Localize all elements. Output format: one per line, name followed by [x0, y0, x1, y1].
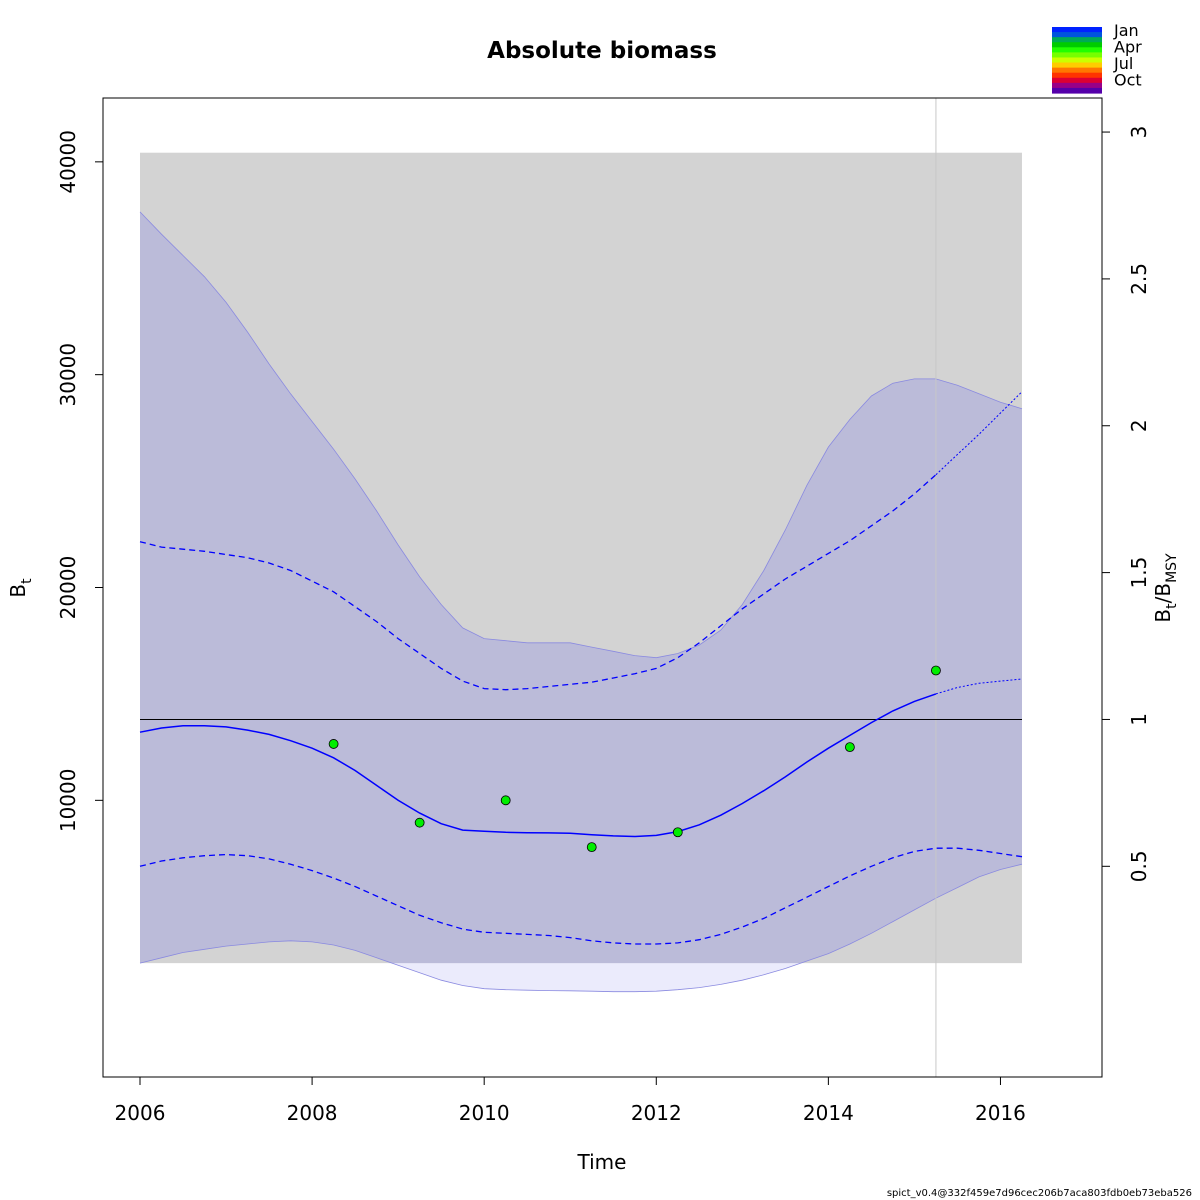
x-tick-label: 2016 — [975, 1101, 1026, 1125]
y-right-label-sub1: t — [1164, 603, 1180, 609]
y-right-label-sep: /B — [1151, 583, 1175, 603]
legend-color-swatch — [1052, 62, 1102, 69]
y-axis-label: Bt — [6, 578, 35, 598]
x-axis: 2006 2008 2010 2012 2014 2016 — [115, 1076, 1026, 1125]
observation-point — [328, 739, 339, 749]
observation-point — [672, 827, 683, 838]
legend-color-swatch — [1052, 32, 1102, 38]
legend-label: Jan — [1113, 21, 1139, 40]
observation-point — [931, 665, 941, 676]
y-tick-label: 10000 — [56, 769, 80, 833]
y-right-tick-label: 3 — [1127, 126, 1151, 139]
observation-point — [586, 842, 597, 853]
y-tick-label: 20000 — [56, 556, 80, 620]
x-tick-label: 2012 — [631, 1101, 682, 1125]
legend-label: Apr — [1114, 38, 1142, 57]
y-right-tick-label: 2 — [1127, 419, 1151, 432]
y-axis-label-main: B — [6, 584, 30, 598]
x-tick-label: 2006 — [115, 1101, 166, 1125]
observation-point — [844, 742, 855, 753]
y-tick-label: 40000 — [56, 130, 80, 194]
chart-title: Absolute biomass — [487, 38, 717, 64]
x-axis-label: Time — [577, 1150, 627, 1174]
svg-text:Bt: Bt — [6, 578, 35, 598]
legend-color-swatch — [1052, 27, 1102, 33]
x-tick-label: 2010 — [459, 1101, 510, 1125]
version-footer: spict_v0.4@332f459e7d96cec206b7aca803fdb… — [887, 1188, 1192, 1199]
y-right-tick-label: 1.5 — [1127, 557, 1151, 589]
legend-label: Jul — [1113, 54, 1133, 73]
legend-color-swatch — [1052, 87, 1102, 94]
y-tick-label: 30000 — [56, 343, 80, 407]
legend-color-swatch — [1052, 52, 1102, 59]
legend-label: Oct — [1114, 71, 1142, 90]
biomass-forecast-line — [935, 678, 1023, 695]
svg-text:Bt/BMSY: Bt/BMSY — [1151, 553, 1180, 623]
legend-color-swatch — [1052, 47, 1102, 53]
x-tick-label: 2008 — [287, 1101, 338, 1125]
legend-color-swatch — [1052, 72, 1102, 79]
y-right-label-main: B — [1151, 609, 1175, 623]
ci-lower-line — [139, 847, 1023, 945]
outer-upper-line — [139, 211, 1023, 659]
plot-area — [139, 98, 1023, 1077]
legend-color-swatch — [1052, 77, 1102, 84]
ci-upper-line — [139, 474, 937, 691]
x-tick-label: 2014 — [803, 1101, 854, 1125]
y-right-tick-label: 0.5 — [1127, 850, 1151, 882]
legend-color-swatch — [1052, 82, 1102, 89]
biomass-estimate-line — [139, 693, 937, 838]
y-axis: 10000 20000 30000 40000 — [56, 130, 103, 832]
ci-band — [140, 211, 1022, 964]
legend-color-swatch — [1052, 57, 1102, 64]
y-right-tick-label: 2.5 — [1127, 263, 1151, 295]
y-axis-label-sub: t — [19, 578, 35, 584]
observation-point — [500, 795, 511, 806]
legend-color-swatch — [1052, 37, 1102, 43]
legend-color-swatch — [1052, 67, 1102, 74]
y-right-label-sub2: MSY — [1164, 553, 1180, 583]
y-right-tick-label: 1 — [1127, 713, 1151, 726]
outer-lower-line — [139, 863, 1023, 993]
observation-point — [414, 817, 425, 828]
y-axis-right-label: Bt/BMSY — [1151, 553, 1180, 623]
y-axis-right: 0.5 1 1.5 2 2.5 3 — [1102, 126, 1151, 882]
legend-color-swatch — [1052, 42, 1102, 48]
